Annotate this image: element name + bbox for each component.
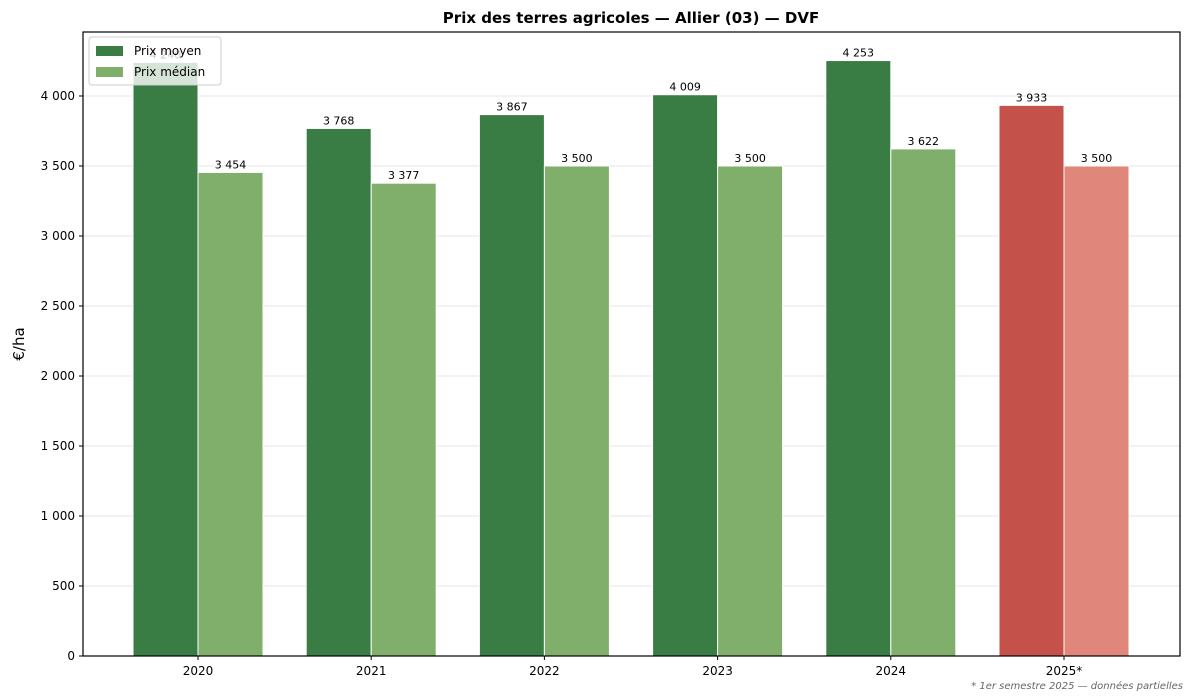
x-tick-label: 2022	[529, 664, 560, 678]
y-gridlines	[83, 95, 1180, 587]
bar-prix-moyen	[132, 61, 199, 657]
bar-value-label: 3 500	[1081, 152, 1113, 165]
axes: 0 500 1 000 1 500 2 000 2 500 3 000 3 500 4 000 2…	[41, 31, 1181, 678]
bar-value-label: 3 867	[496, 101, 528, 114]
y-tick-label: 500	[52, 579, 75, 593]
legend: Prix moyen Prix médian	[88, 36, 222, 86]
bar-value-label: 4 009	[669, 81, 701, 94]
bar-prix-median	[890, 148, 957, 657]
bar-prix-median	[717, 165, 784, 657]
bar-value-label: 3 500	[734, 152, 766, 165]
bar-prix-moyen	[825, 60, 892, 657]
y-tick-label: 1 000	[41, 509, 75, 523]
bar-prix-median	[543, 165, 610, 657]
bar-prix-moyen	[652, 94, 719, 657]
x-tick-label: 2020	[183, 664, 214, 678]
legend-swatch	[96, 67, 123, 77]
bar-prix-median	[197, 171, 264, 657]
y-tick-label: 0	[67, 649, 75, 663]
footnote: * 1er semestre 2025 — données partielles	[971, 680, 1183, 692]
legend-label: Prix moyen	[134, 44, 201, 58]
legend-swatch	[96, 46, 123, 56]
bar-prix-median	[1063, 165, 1130, 657]
bar-prix-moyen	[478, 114, 545, 657]
bar-value-label: 3 622	[908, 135, 940, 148]
bar-prix-median	[370, 182, 437, 657]
bar-value-label: 3 377	[388, 169, 420, 182]
legend-label: Prix médian	[134, 65, 205, 79]
bar-value-label: 3 933	[1016, 91, 1048, 104]
bar-value-label: 3 768	[323, 114, 355, 127]
y-tick-label: 1 500	[41, 439, 75, 453]
bar-value-label: 3 500	[561, 152, 593, 165]
y-tick-label: 2 000	[41, 369, 75, 383]
y-tick-label: 4 000	[41, 89, 75, 103]
x-tick-label: 2025*	[1046, 664, 1083, 678]
y-tick-label: 3 500	[41, 159, 75, 173]
y-tick-label: 2 500	[41, 299, 75, 313]
x-tick-label: 2024	[876, 664, 907, 678]
bar-value-label: 4 253	[843, 47, 875, 60]
y-axis-label: €/ha	[10, 327, 28, 360]
plot-frame	[82, 31, 1181, 657]
bars	[132, 60, 1130, 657]
chart-title: Prix des terres agricoles — Allier (03) …	[443, 9, 819, 27]
x-tick-label: 2023	[702, 664, 733, 678]
x-tick-label: 2021	[356, 664, 387, 678]
y-tick-label: 3 000	[41, 229, 75, 243]
bar-value-label: 3 454	[215, 158, 247, 171]
bar-prix-moyen	[305, 127, 372, 657]
bar-prix-moyen	[998, 104, 1065, 657]
